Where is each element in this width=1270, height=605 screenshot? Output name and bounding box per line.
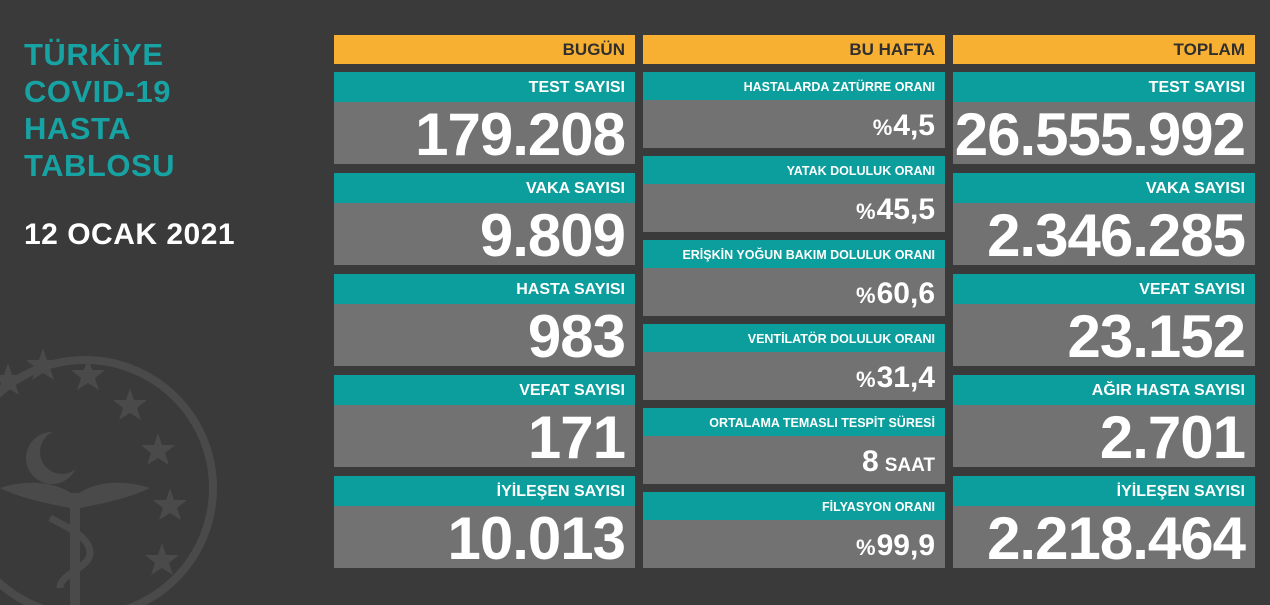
value-number: 8 xyxy=(862,445,879,478)
card-label: VENTİLATÖR DOLULUK ORANI xyxy=(643,324,945,352)
card-label: VEFAT SAYISI xyxy=(953,274,1255,304)
week-ventilator-card: VENTİLATÖR DOLULUK ORANI %31,4 xyxy=(643,324,945,400)
card-label: HASTALARDA ZATÜRRE ORANI xyxy=(643,72,945,100)
card-label: TEST SAYISI xyxy=(334,72,635,102)
card-value: %4,5 xyxy=(643,100,945,148)
card-value: 9.809 xyxy=(334,203,635,265)
card-label: İYİLEŞEN SAYISI xyxy=(334,476,635,506)
card-value: 10.013 xyxy=(334,506,635,568)
card-value: 2.346.285 xyxy=(953,203,1255,265)
title-line: COVID-19 xyxy=(24,74,171,109)
card-label: YATAK DOLULUK ORANI xyxy=(643,156,945,184)
card-value: 2.701 xyxy=(953,405,1255,467)
card-value: %31,4 xyxy=(643,352,945,400)
card-label: TEST SAYISI xyxy=(953,72,1255,102)
percent-sign: % xyxy=(856,283,876,308)
week-bed-card: YATAK DOLULUK ORANI %45,5 xyxy=(643,156,945,232)
card-label: ERİŞKİN YOĞUN BAKIM DOLULUK ORANI xyxy=(643,240,945,268)
total-header: TOPLAM xyxy=(953,35,1255,64)
card-value: 179.208 xyxy=(334,102,635,164)
card-label: FİLYASYON ORANI xyxy=(643,492,945,520)
value-number: 60,6 xyxy=(876,277,935,310)
title-line: TÜRKİYE xyxy=(24,37,164,72)
card-label: HASTA SAYISI xyxy=(334,274,635,304)
card-value: %99,9 xyxy=(643,520,945,568)
today-recovered-card: İYİLEŞEN SAYISI 10.013 xyxy=(334,476,635,568)
today-header: BUGÜN xyxy=(334,35,635,64)
week-column: BU HAFTA HASTALARDA ZATÜRRE ORANI %4,5 Y… xyxy=(643,35,945,568)
today-patient-card: HASTA SAYISI 983 xyxy=(334,274,635,366)
today-case-card: VAKA SAYISI 9.809 xyxy=(334,173,635,265)
card-value: 171 xyxy=(334,405,635,467)
card-label: VAKA SAYISI xyxy=(334,173,635,203)
today-death-card: VEFAT SAYISI 171 xyxy=(334,375,635,467)
total-death-card: VEFAT SAYISI 23.152 xyxy=(953,274,1255,366)
week-header: BU HAFTA xyxy=(643,35,945,64)
total-severe-card: AĞIR HASTA SAYISI 2.701 xyxy=(953,375,1255,467)
card-label: AĞIR HASTA SAYISI xyxy=(953,375,1255,405)
percent-sign: % xyxy=(856,367,876,392)
value-number: 99,9 xyxy=(876,529,935,562)
title-line: TABLOSU xyxy=(24,148,176,183)
card-value: %45,5 xyxy=(643,184,945,232)
card-label: VAKA SAYISI xyxy=(953,173,1255,203)
percent-sign: % xyxy=(856,535,876,560)
percent-sign: % xyxy=(872,115,893,140)
title-line: HASTA xyxy=(24,111,131,146)
card-value: 8 SAAT xyxy=(643,436,945,484)
percent-sign: % xyxy=(856,199,876,224)
card-value: 983 xyxy=(334,304,635,366)
today-test-card: TEST SAYISI 179.208 xyxy=(334,72,635,164)
ministry-of-health-emblem-icon xyxy=(0,348,217,605)
value-unit: SAAT xyxy=(884,455,935,476)
card-value: 26.555.992 xyxy=(953,102,1255,164)
today-column: BUGÜN TEST SAYISI 179.208 VAKA SAYISI 9.… xyxy=(334,35,635,568)
value-number: 45,5 xyxy=(876,193,935,226)
value-number: 31,4 xyxy=(876,361,935,394)
total-column: TOPLAM TEST SAYISI 26.555.992 VAKA SAYIS… xyxy=(953,35,1255,568)
total-recovered-card: İYİLEŞEN SAYISI 2.218.464 xyxy=(953,476,1255,568)
card-value: 23.152 xyxy=(953,304,1255,366)
value-number: 4,5 xyxy=(893,109,935,142)
card-label: VEFAT SAYISI xyxy=(334,375,635,405)
week-icu-card: ERİŞKİN YOĞUN BAKIM DOLULUK ORANI %60,6 xyxy=(643,240,945,316)
card-value: %60,6 xyxy=(643,268,945,316)
week-contact-time-card: ORTALAMA TEMASLI TESPİT SÜRESİ 8 SAAT xyxy=(643,408,945,484)
report-date: 12 OCAK 2021 xyxy=(24,218,236,251)
card-value: 2.218.464 xyxy=(953,506,1255,568)
card-label: ORTALAMA TEMASLI TESPİT SÜRESİ xyxy=(643,408,945,436)
total-test-card: TEST SAYISI 26.555.992 xyxy=(953,72,1255,164)
week-filiation-card: FİLYASYON ORANI %99,9 xyxy=(643,492,945,568)
total-case-card: VAKA SAYISI 2.346.285 xyxy=(953,173,1255,265)
page-title: TÜRKİYE COVID-19 HASTA TABLOSU xyxy=(24,36,175,184)
week-pneumonia-card: HASTALARDA ZATÜRRE ORANI %4,5 xyxy=(643,72,945,148)
card-label: İYİLEŞEN SAYISI xyxy=(953,476,1255,506)
